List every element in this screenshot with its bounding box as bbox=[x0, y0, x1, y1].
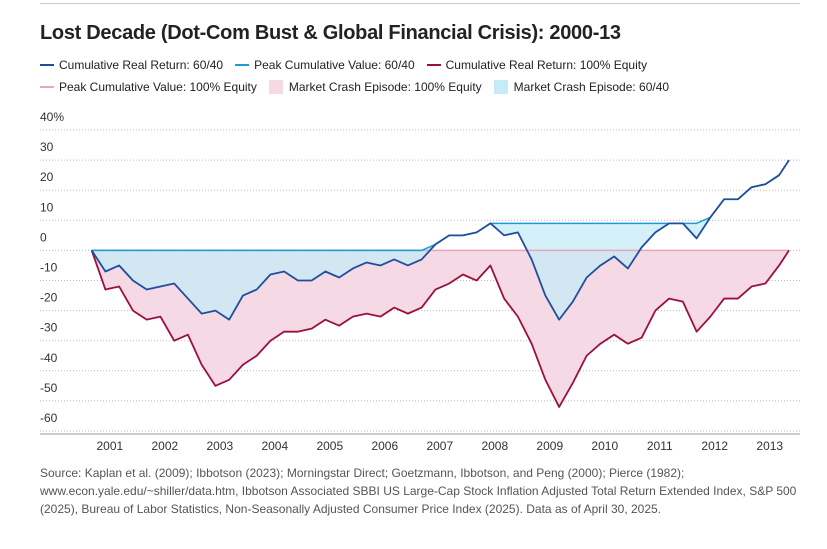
x-tick-label: 2002 bbox=[151, 439, 178, 453]
x-tick-label: 2006 bbox=[371, 439, 398, 453]
legend-label: Market Crash Episode: 100% Equity bbox=[288, 80, 482, 94]
legend-item: Market Crash Episode: 100% Equity bbox=[268, 76, 482, 98]
x-tick-label: 2009 bbox=[536, 439, 563, 453]
y-tick-label: -30 bbox=[40, 321, 58, 335]
series-line bbox=[91, 159, 790, 252]
legend-label: Peak Cumulative Value: 100% Equity bbox=[59, 80, 257, 94]
x-tick-label: 2003 bbox=[206, 439, 233, 453]
x-tick-label: 2004 bbox=[261, 439, 288, 453]
chart-title: Lost Decade (Dot-Com Bust & Global Finan… bbox=[40, 22, 621, 44]
y-tick-label: 0 bbox=[40, 230, 47, 244]
legend-swatch bbox=[40, 86, 54, 88]
y-tick-label: -60 bbox=[40, 411, 58, 425]
source-note: Source: Kaplan et al. (2009); Ibbotson (… bbox=[40, 466, 797, 516]
x-tick-label: 2012 bbox=[701, 439, 728, 453]
y-tick-label: 30 bbox=[40, 140, 54, 154]
legend-swatch bbox=[268, 80, 283, 94]
legend-item: Cumulative Real Return: 60/40 bbox=[40, 54, 223, 76]
legend-swatch bbox=[40, 64, 54, 66]
y-tick-label: 10 bbox=[40, 200, 54, 214]
x-tick-label: 2008 bbox=[481, 439, 508, 453]
legend-item: Peak Cumulative Value: 60/40 bbox=[235, 54, 415, 76]
legend: Cumulative Real Return: 60/40 Peak Cumula… bbox=[40, 54, 800, 98]
x-tick-label: 2005 bbox=[316, 439, 343, 453]
legend-label: Peak Cumulative Value: 60/40 bbox=[254, 58, 415, 72]
crash-area bbox=[91, 250, 790, 407]
y-tick-label: -10 bbox=[40, 261, 58, 275]
y-tick-label: -40 bbox=[40, 351, 58, 365]
legend-swatch bbox=[235, 64, 250, 66]
legend-label: Market Crash Episode: 60/40 bbox=[513, 80, 670, 94]
legend-swatch bbox=[426, 64, 441, 66]
legend-label: Cumulative Real Return: 60/40 bbox=[59, 58, 224, 72]
legend-label: Cumulative Real Return: 100% Equity bbox=[445, 58, 648, 72]
x-tick-label: 2007 bbox=[426, 439, 453, 453]
y-tick-label: 40% bbox=[40, 110, 64, 124]
x-tick-label: 2001 bbox=[96, 439, 123, 453]
legend-item: Market Crash Episode: 60/40 bbox=[493, 76, 670, 98]
x-tick-label: 2010 bbox=[591, 439, 618, 453]
series-line bbox=[90, 249, 790, 408]
legend-item: Cumulative Real Return: 100% Equity bbox=[426, 54, 648, 76]
x-tick-label: 2013 bbox=[756, 439, 783, 453]
legend-item: Peak Cumulative Value: 100% Equity bbox=[40, 76, 257, 98]
y-tick-label: -50 bbox=[40, 381, 58, 395]
y-tick-label: -20 bbox=[40, 291, 58, 305]
top-rule bbox=[40, 3, 800, 4]
legend-swatch bbox=[493, 80, 508, 94]
series-line bbox=[90, 159, 790, 321]
y-tick-label: 20 bbox=[40, 170, 54, 184]
x-tick-label: 2011 bbox=[647, 439, 673, 453]
